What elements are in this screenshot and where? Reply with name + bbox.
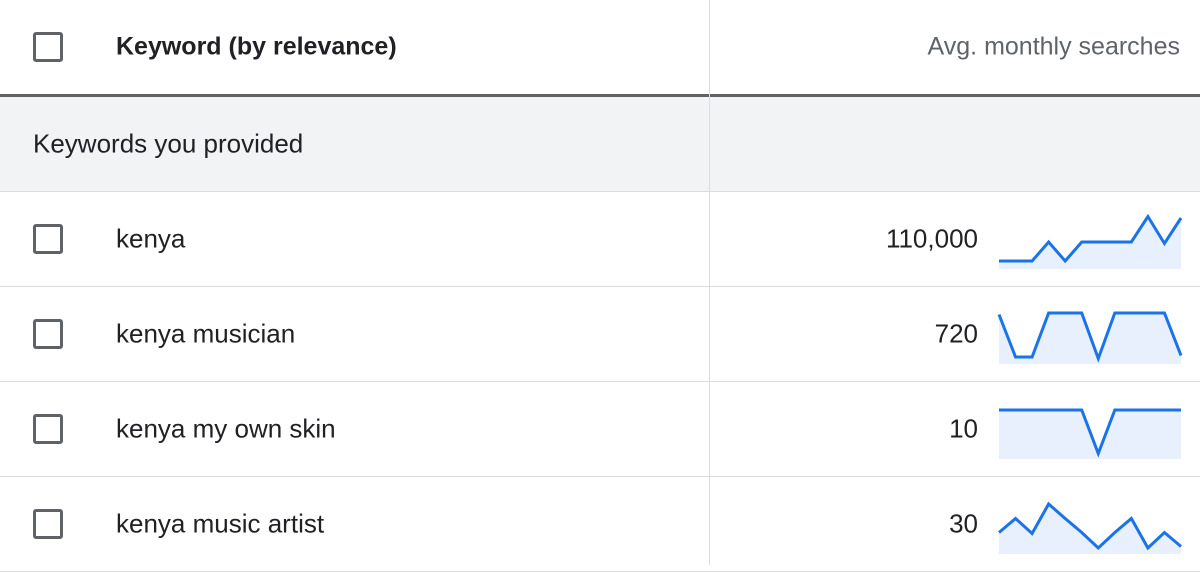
row-checkbox[interactable] [33, 414, 63, 444]
table-row: kenya my own skin 10 [0, 382, 1200, 477]
table-row: kenya 110,000 [0, 192, 1200, 287]
row-checkbox[interactable] [33, 319, 63, 349]
row-checkbox[interactable] [33, 509, 63, 539]
avg-monthly-searches-value: 30 [949, 508, 978, 539]
keyword-text: kenya music artist [116, 508, 325, 539]
avg-monthly-searches-value: 10 [949, 413, 978, 444]
sparkline-line [999, 408, 1181, 458]
sparkline-line [998, 501, 1182, 551]
table-row: kenya musician 720 [0, 287, 1200, 382]
table-row: kenya music artist 30 [0, 477, 1200, 572]
trend-sparkline [999, 408, 1181, 459]
group-row: Keywords you provided [0, 97, 1200, 192]
sparkline-line [997, 311, 1183, 363]
table-header: Keyword (by relevance) Avg. monthly sear… [0, 0, 1200, 97]
keyword-text: kenya [116, 223, 186, 254]
avg-monthly-searches-header[interactable]: Avg. monthly searches [927, 32, 1180, 61]
sparkline-area [999, 504, 1181, 554]
group-label: Keywords you provided [33, 128, 304, 159]
column-divider [709, 0, 710, 565]
sparkline-line [999, 213, 1183, 264]
keyword-text: kenya my own skin [116, 413, 336, 444]
trend-sparkline [998, 501, 1182, 554]
avg-monthly-searches-value: 720 [934, 318, 978, 349]
avg-monthly-searches-value: 110,000 [885, 223, 978, 254]
trend-sparkline [997, 311, 1183, 364]
keyword-text: kenya musician [116, 318, 296, 349]
keyword-column-header[interactable]: Keyword (by relevance) [116, 32, 397, 61]
row-checkbox[interactable] [33, 224, 63, 254]
select-all-checkbox[interactable] [33, 32, 63, 62]
trend-sparkline [999, 213, 1183, 269]
